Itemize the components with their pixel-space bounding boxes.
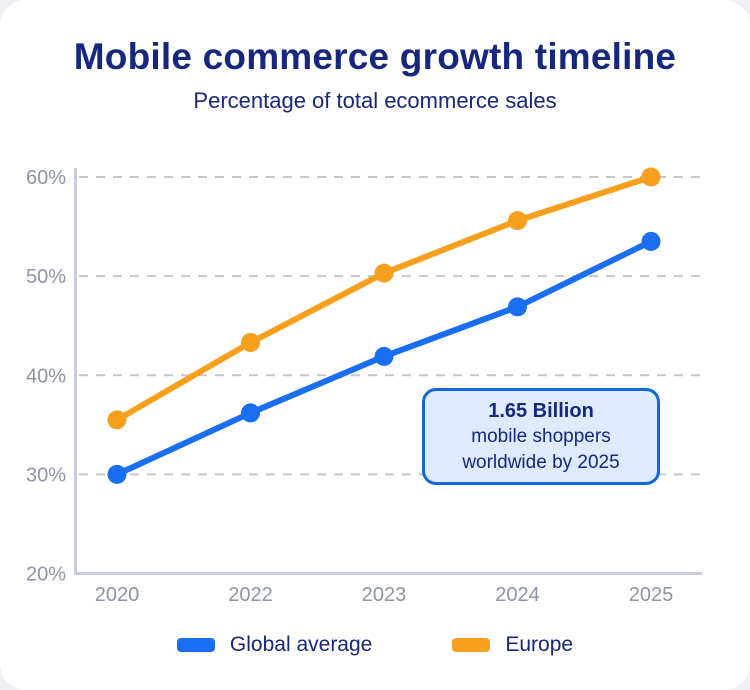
data-point-europe [107,410,127,430]
x-tick-label: 2023 [362,584,407,605]
axis-lines [74,168,702,575]
legend-label-global-average: Global average [229,633,373,656]
series-line-europe [114,174,654,423]
x-tick-label: 2020 [95,584,140,605]
annotation-box: 1.65 Billion mobile shoppers worldwide b… [422,388,660,485]
data-point-europe [641,167,661,187]
y-tick-label: 30% [26,464,66,486]
y-tick-label: 50% [26,266,66,288]
chart-title: Mobile commerce growth timeline [73,36,677,77]
legend-swatch-global-average [176,638,215,652]
data-point-europe [241,333,260,353]
data-point-global-average [107,464,127,484]
annotation-line-3: worldwide by 2025 [462,451,620,473]
legend: Global average Europe [0,633,750,657]
chart-subtitle: Percentage of total ecommerce sales [193,88,557,113]
legend-item-europe: Europe [452,633,573,657]
data-point-europe [508,211,527,231]
y-tick-label: 20% [26,564,66,586]
data-point-global-average [241,403,260,423]
x-tick-label: 2022 [228,584,273,605]
y-tick-label: 60% [26,167,66,189]
data-point-global-average [374,346,394,366]
data-point-global-average [641,231,661,251]
x-tick-label: 2025 [629,584,674,605]
y-tick-label: 40% [26,365,66,387]
data-point-europe [374,263,394,283]
legend-item-global-average: Global average [176,633,373,657]
line-chart: 20% 30% 40% 50% 60% 2020 2022 2023 2024 2025 [26,167,702,605]
legend-swatch-europe [452,638,491,652]
legend-label-europe: Europe [505,633,574,656]
annotation-line-2: mobile shoppers [471,425,611,447]
x-tick-label: 2024 [495,584,540,605]
data-point-global-average [508,297,527,317]
annotation-headline: 1.65 Billion [488,399,594,422]
chart-area: 20% 30% 40% 50% 60% 2020 2022 2023 2024 2025 1.65… [0,140,750,605]
